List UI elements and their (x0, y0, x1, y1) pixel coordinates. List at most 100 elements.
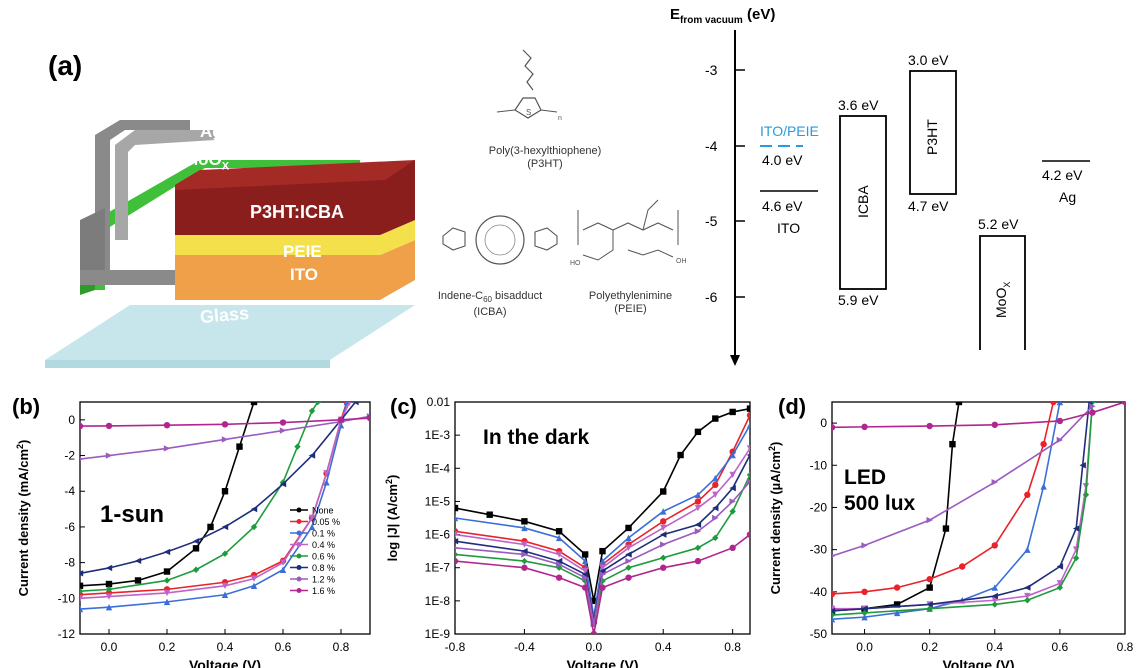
xtick-label-1-0: -0.8 (445, 640, 466, 654)
series-line-1-6 (455, 481, 750, 625)
point-2-6-2 (926, 516, 933, 524)
legend-label-7: 1.6 % (312, 586, 335, 596)
point-1-7-0 (455, 557, 459, 565)
moox-level-label: MoOX (993, 281, 1012, 318)
point-2-5-5 (1056, 563, 1064, 570)
point-1-1-7 (660, 518, 667, 525)
annotation-1sun: 1-sun (100, 501, 164, 528)
panel-a-label: (a) (48, 50, 83, 81)
point-2-4-2 (926, 605, 933, 612)
point-2-5-7 (1079, 462, 1086, 469)
xtick-label-0-3: 0.6 (275, 640, 292, 654)
point-1-5-8 (694, 521, 702, 528)
point-2-3-5 (1056, 580, 1064, 587)
ytick-label-2-4: -40 (810, 585, 828, 599)
point-1-0-13 (746, 405, 750, 412)
ytick-label-2-5: -50 (810, 627, 828, 641)
legend-marker-7 (296, 588, 302, 593)
svg-text:OH: OH (676, 258, 687, 265)
ytick-label-0-4: -8 (64, 556, 75, 570)
point-0-5-7 (279, 480, 287, 488)
point-2-0-2 (893, 601, 901, 608)
point-0-7-5 (337, 416, 345, 424)
ytick-label-1-5: 1E-7 (425, 561, 451, 575)
xtick-label-1-3: 0.4 (655, 640, 672, 654)
point-2-3-3 (991, 597, 998, 604)
point-0-4-0 (80, 587, 84, 595)
point-2-1-6 (1024, 491, 1031, 498)
point-1-0-10 (694, 428, 702, 436)
point-2-1-3 (926, 575, 933, 583)
point-2-2-0 (832, 616, 836, 623)
point-1-4-8 (694, 544, 702, 552)
point-1-0-6 (599, 547, 606, 555)
legend-label-3: 0.4 % (312, 540, 335, 550)
svg-text:S: S (526, 108, 531, 117)
plot-frame-2 (831, 401, 1126, 635)
xtick-label-2-2: 0.4 (986, 640, 1003, 654)
ytick-label-2-1: -10 (810, 458, 828, 472)
point-0-2-3 (221, 591, 229, 598)
icba-homo-value: 5.9 eV (838, 292, 879, 308)
point-2-1-8 (1050, 402, 1057, 406)
xlabel-0: Voltage (V) (189, 657, 261, 668)
point-1-5-1 (521, 547, 528, 555)
energy-axis-title: Efrom vacuum (eV) (670, 6, 776, 26)
point-2-6-3 (991, 478, 998, 486)
legend-marker-1 (296, 519, 302, 524)
point-0-5-5 (221, 523, 229, 531)
point-0-3-1 (105, 593, 113, 600)
point-0-6-0 (80, 457, 84, 461)
layer-p3ht-icba-label: P3HT:ICBA (250, 202, 345, 222)
point-0-2-1 (105, 604, 113, 611)
point-1-0-2 (521, 518, 528, 525)
point-1-4-7 (660, 554, 667, 561)
p3ht-structure-icon: S n (496, 49, 562, 122)
point-0-4-9 (314, 402, 321, 406)
ylabel-0: Current density (mA/cm2) (15, 440, 31, 597)
point-0-7-2 (163, 422, 171, 429)
xtick-label-2-0: 0.0 (856, 640, 873, 654)
point-0-3-6 (308, 514, 316, 522)
point-1-6-11 (746, 478, 750, 485)
point-2-6-0 (832, 554, 836, 558)
ytick-label-1-7: 1E-9 (425, 627, 451, 641)
point-1-5-9 (712, 504, 719, 512)
icba-caption: Indene-C60 bisadduct (ICBA) (437, 290, 543, 319)
svg-text:HO: HO (570, 260, 581, 267)
point-2-5-6 (1072, 525, 1080, 532)
point-0-4-8 (308, 407, 316, 415)
point-2-5-0 (832, 607, 836, 614)
point-2-4-5 (1056, 584, 1064, 591)
point-1-4-0 (455, 551, 459, 558)
point-1-7-5 (599, 584, 606, 591)
point-1-3-7 (660, 524, 667, 532)
peie-caption: Polyethylenimine (PEIE) (588, 290, 673, 315)
annotation-dark: In the dark (483, 426, 590, 449)
series-line-0-4 (80, 402, 319, 592)
point-1-6-2 (555, 561, 563, 568)
point-1-0-0 (455, 504, 459, 512)
energy-level-diagram (730, 30, 1090, 366)
point-0-7-1 (105, 422, 113, 430)
point-0-0-7 (236, 443, 243, 450)
point-1-4-9 (712, 534, 719, 542)
jv-charts: (b) 0.0 0.2 0.4 0.6 0.8 0 -2 -4 -6 -8 -10 -12 Voltage… (12, 394, 1134, 668)
point-0-2-5 (279, 566, 287, 573)
point-1-3-10 (729, 471, 736, 479)
ytick-label-1-0: 0.01 (427, 395, 451, 409)
point-2-4-7 (1082, 491, 1090, 498)
xtick-label-1-1: -0.4 (514, 640, 535, 654)
point-1-3-11 (746, 445, 750, 452)
point-0-4-2 (163, 577, 171, 584)
point-2-5-3 (991, 592, 998, 600)
point-1-7-6 (625, 574, 632, 581)
point-0-0-8 (250, 402, 258, 406)
point-1-4-6 (625, 564, 632, 571)
point-0-5-2 (134, 557, 142, 565)
point-1-0-4 (581, 551, 589, 558)
point-0-6-4 (279, 427, 287, 434)
series-group-0 (80, 402, 370, 613)
point-2-4-1 (861, 609, 868, 617)
point-1-2-7 (660, 508, 667, 515)
